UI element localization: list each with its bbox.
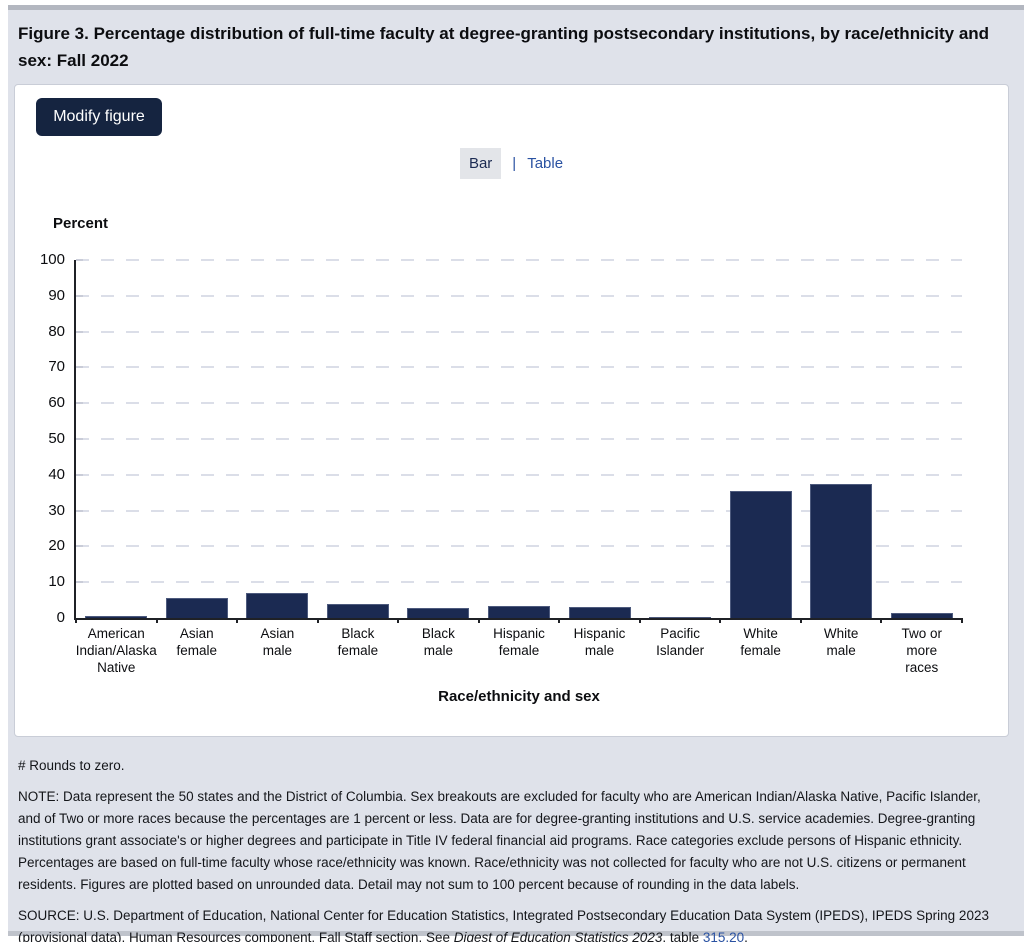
x-axis-tick <box>316 618 319 623</box>
gridline <box>76 545 962 548</box>
view-toggle-separator: | <box>512 155 517 172</box>
y-axis-tick <box>76 581 83 584</box>
modify-figure-button[interactable]: Modify figure <box>36 98 162 136</box>
x-axis-tick <box>638 618 641 623</box>
gridline <box>76 330 962 333</box>
view-toggle: Bar | Table <box>15 148 1008 179</box>
x-axis-tick <box>880 618 883 623</box>
tab-table-view[interactable]: Table <box>527 155 564 172</box>
x-axis-line <box>74 618 962 620</box>
x-tick-label: Asian male <box>260 626 295 658</box>
x-axis-tick <box>477 618 480 623</box>
y-tick-label: 90 <box>48 286 65 304</box>
x-tick-label: Pacific Islander <box>656 626 705 658</box>
bar-hispanic-female[interactable] <box>488 605 550 618</box>
footnote-rounds-to-zero: # Rounds to zero. <box>18 758 125 773</box>
x-axis-tick <box>558 618 561 623</box>
gridline <box>76 581 962 584</box>
plot-area: 0 10 20 30 40 50 60 70 80 90 100 American Indian/Ala… <box>40 251 963 675</box>
x-tick-label: American Indian/Alaska Native <box>75 626 157 675</box>
y-axis-tick <box>76 294 83 297</box>
x-axis-title: Race/ethnicity and sex <box>438 688 600 705</box>
source-publication: Digest of Education Statistics 2023 <box>453 930 663 942</box>
x-tick-label: White male <box>823 626 859 658</box>
y-axis-tick <box>76 438 83 440</box>
footnote-source: SOURCE: U.S. Department of Education, Na… <box>18 905 1006 942</box>
x-tick-label: White female <box>740 626 781 658</box>
footnotes: # Rounds to zero. NOTE: Data represent t… <box>18 755 1006 942</box>
gridline <box>76 366 962 369</box>
bar-pacific-islander[interactable] <box>649 617 712 618</box>
source-table-text: , table <box>662 930 703 942</box>
source-text: SOURCE: U.S. Department of Education, Na… <box>18 908 989 942</box>
y-tick-label: 70 <box>48 358 65 376</box>
y-tick-label: 100 <box>39 251 65 268</box>
source-period: . <box>744 930 748 942</box>
x-tick-label: Hispanic female <box>493 626 545 658</box>
x-axis-tick <box>75 618 77 623</box>
y-axis-tick <box>76 330 83 333</box>
y-tick-label: 40 <box>48 465 65 483</box>
x-tick-label: Black male <box>421 626 455 658</box>
y-tick-label: 30 <box>48 501 65 519</box>
bar-black-male[interactable] <box>407 607 470 618</box>
y-tick-label: 10 <box>48 573 65 591</box>
x-axis-tick <box>719 618 722 623</box>
footnote-note: NOTE: Data represent the 50 states and t… <box>18 789 981 892</box>
chart-panel: Modify figure Bar | Table Percent 0 10 20 3… <box>14 84 1009 737</box>
gridline <box>76 259 962 261</box>
x-axis-tick <box>236 618 239 623</box>
source-table-link[interactable]: 315.20 <box>702 930 745 942</box>
y-axis-title: Percent <box>53 215 109 232</box>
y-axis-tick <box>76 366 83 369</box>
x-tick-label: Black female <box>337 626 379 658</box>
tab-bar-view[interactable]: Bar <box>459 148 502 179</box>
y-tick-label: 20 <box>48 537 65 555</box>
y-axis-tick <box>76 545 83 548</box>
y-axis-line <box>74 260 76 618</box>
x-axis-tick <box>155 618 158 623</box>
gridline <box>76 473 962 476</box>
top-divider <box>8 5 1024 10</box>
bar-american-indian-alaska-native[interactable] <box>85 616 148 618</box>
x-tick-label: Two or more races <box>901 626 942 675</box>
y-tick-label: 0 <box>56 609 65 626</box>
bar-black-female[interactable] <box>326 604 389 618</box>
y-tick-label: 50 <box>48 430 65 447</box>
bar-white-male[interactable] <box>810 483 873 618</box>
gridline <box>76 509 962 512</box>
gridline <box>76 294 962 297</box>
y-tick-label: 60 <box>48 394 65 412</box>
bar-two-or-more-races[interactable] <box>890 613 953 618</box>
bar-asian-male[interactable] <box>246 592 309 618</box>
figure-title: Figure 3. Percentage distribution of ful… <box>18 24 990 70</box>
bottom-divider <box>8 931 1024 936</box>
y-axis-tick <box>76 259 83 261</box>
x-tick-label: Asian female <box>176 626 218 658</box>
bar-white-female[interactable] <box>729 491 792 618</box>
bar-hispanic-male[interactable] <box>568 606 631 618</box>
x-axis-tick <box>397 618 400 623</box>
x-tick-label: Hispanic male <box>573 626 626 658</box>
bar-asian-female[interactable] <box>165 597 228 618</box>
gridline <box>76 438 962 440</box>
x-axis-tick <box>799 618 802 623</box>
y-axis-tick <box>76 402 83 405</box>
y-tick-label: 80 <box>48 322 65 340</box>
y-axis-tick <box>76 473 83 476</box>
y-axis-tick <box>76 509 83 512</box>
gridline <box>76 402 962 405</box>
x-axis-tick <box>961 618 963 623</box>
